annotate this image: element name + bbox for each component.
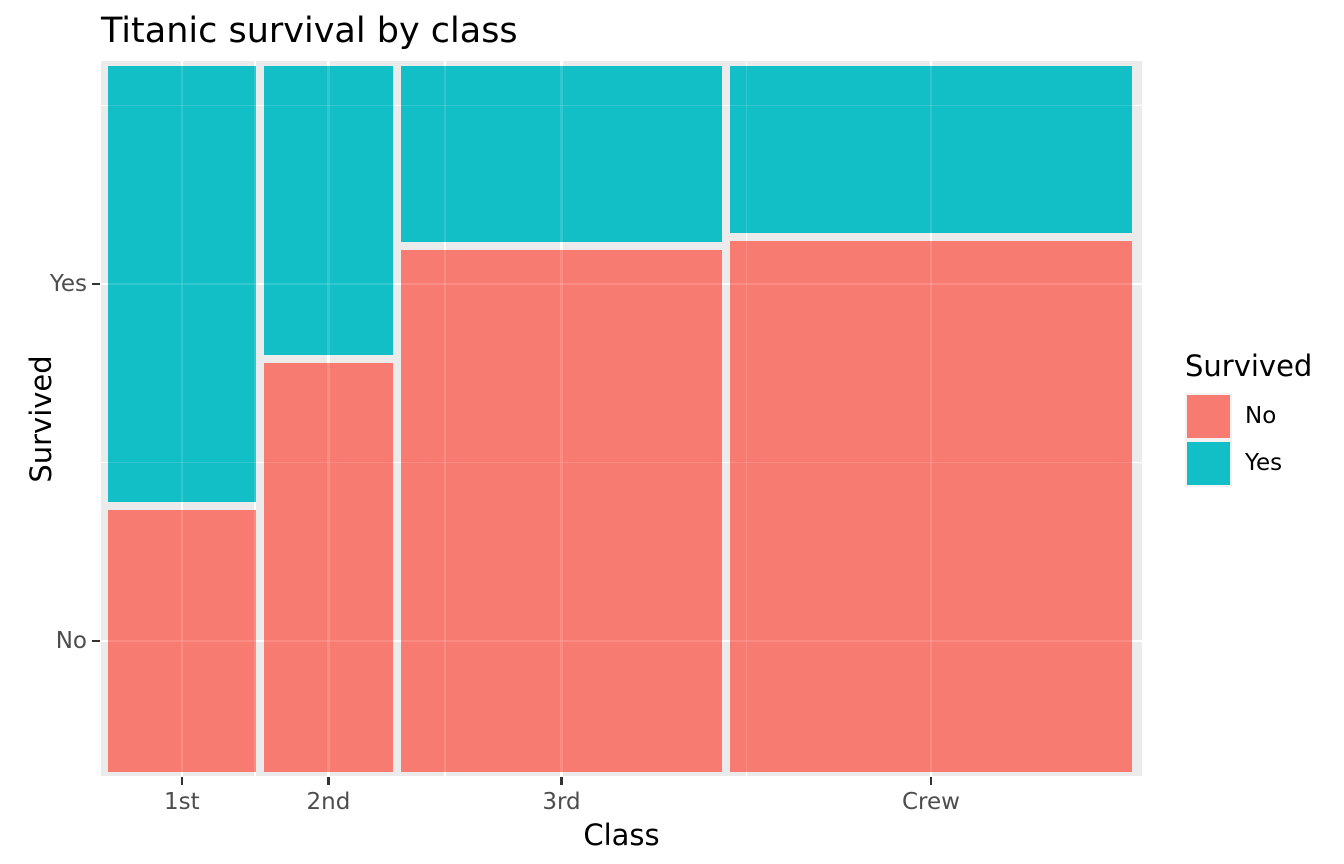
grid-major-v bbox=[327, 61, 330, 776]
legend-swatch-no bbox=[1187, 395, 1230, 438]
mosaic-tile-crew-yes bbox=[729, 66, 1132, 234]
grid-minor-v bbox=[444, 61, 446, 776]
grid-major-v bbox=[929, 61, 933, 776]
x-tick-mark bbox=[180, 777, 184, 785]
legend-label-yes: Yes bbox=[1245, 450, 1283, 476]
x-tick-mark bbox=[560, 777, 563, 785]
x-axis-title: Class bbox=[583, 818, 660, 852]
x-tick-label: 2nd bbox=[306, 789, 351, 815]
mosaic-tile-1st-yes bbox=[108, 66, 256, 502]
mosaic-tile-2nd-yes bbox=[263, 66, 394, 355]
x-tick-label: 3rd bbox=[542, 789, 581, 815]
grid-major-h bbox=[101, 639, 1142, 643]
x-tick-label: 1st bbox=[164, 789, 200, 815]
grid-minor-h bbox=[101, 104, 1142, 107]
legend-label-no: No bbox=[1245, 403, 1277, 429]
grid-minor-v bbox=[745, 61, 747, 776]
y-tick-mark bbox=[92, 639, 100, 643]
legend-swatch-yes bbox=[1187, 442, 1230, 485]
mosaic-tile-3rd-yes bbox=[401, 66, 722, 242]
mosaic-tile-2nd-no bbox=[263, 362, 394, 772]
grid-minor-v bbox=[254, 61, 256, 776]
grid-minor-h bbox=[101, 461, 1142, 464]
mosaic-tile-3rd-no bbox=[401, 249, 722, 772]
y-tick-label: Yes bbox=[49, 270, 87, 297]
plot-panel bbox=[101, 61, 1142, 776]
x-tick-label: Crew bbox=[901, 789, 960, 815]
x-tick-mark bbox=[327, 777, 330, 785]
grid-major-v bbox=[180, 61, 184, 776]
mosaic-tile-1st-no bbox=[108, 509, 256, 772]
grid-major-v bbox=[560, 61, 563, 776]
mosaic-tile-crew-no bbox=[729, 241, 1132, 772]
plot-title: Titanic survival by class bbox=[101, 11, 518, 51]
mosaic-bars bbox=[101, 61, 1142, 776]
y-tick-label: No bbox=[55, 627, 87, 654]
gridlines-overlay bbox=[101, 61, 1142, 776]
x-tick-mark bbox=[929, 777, 933, 785]
grid-major-h bbox=[101, 282, 1142, 286]
legend-title: Survived bbox=[1185, 349, 1313, 383]
y-axis-title: Survived bbox=[24, 355, 58, 483]
y-tick-mark bbox=[92, 282, 100, 286]
